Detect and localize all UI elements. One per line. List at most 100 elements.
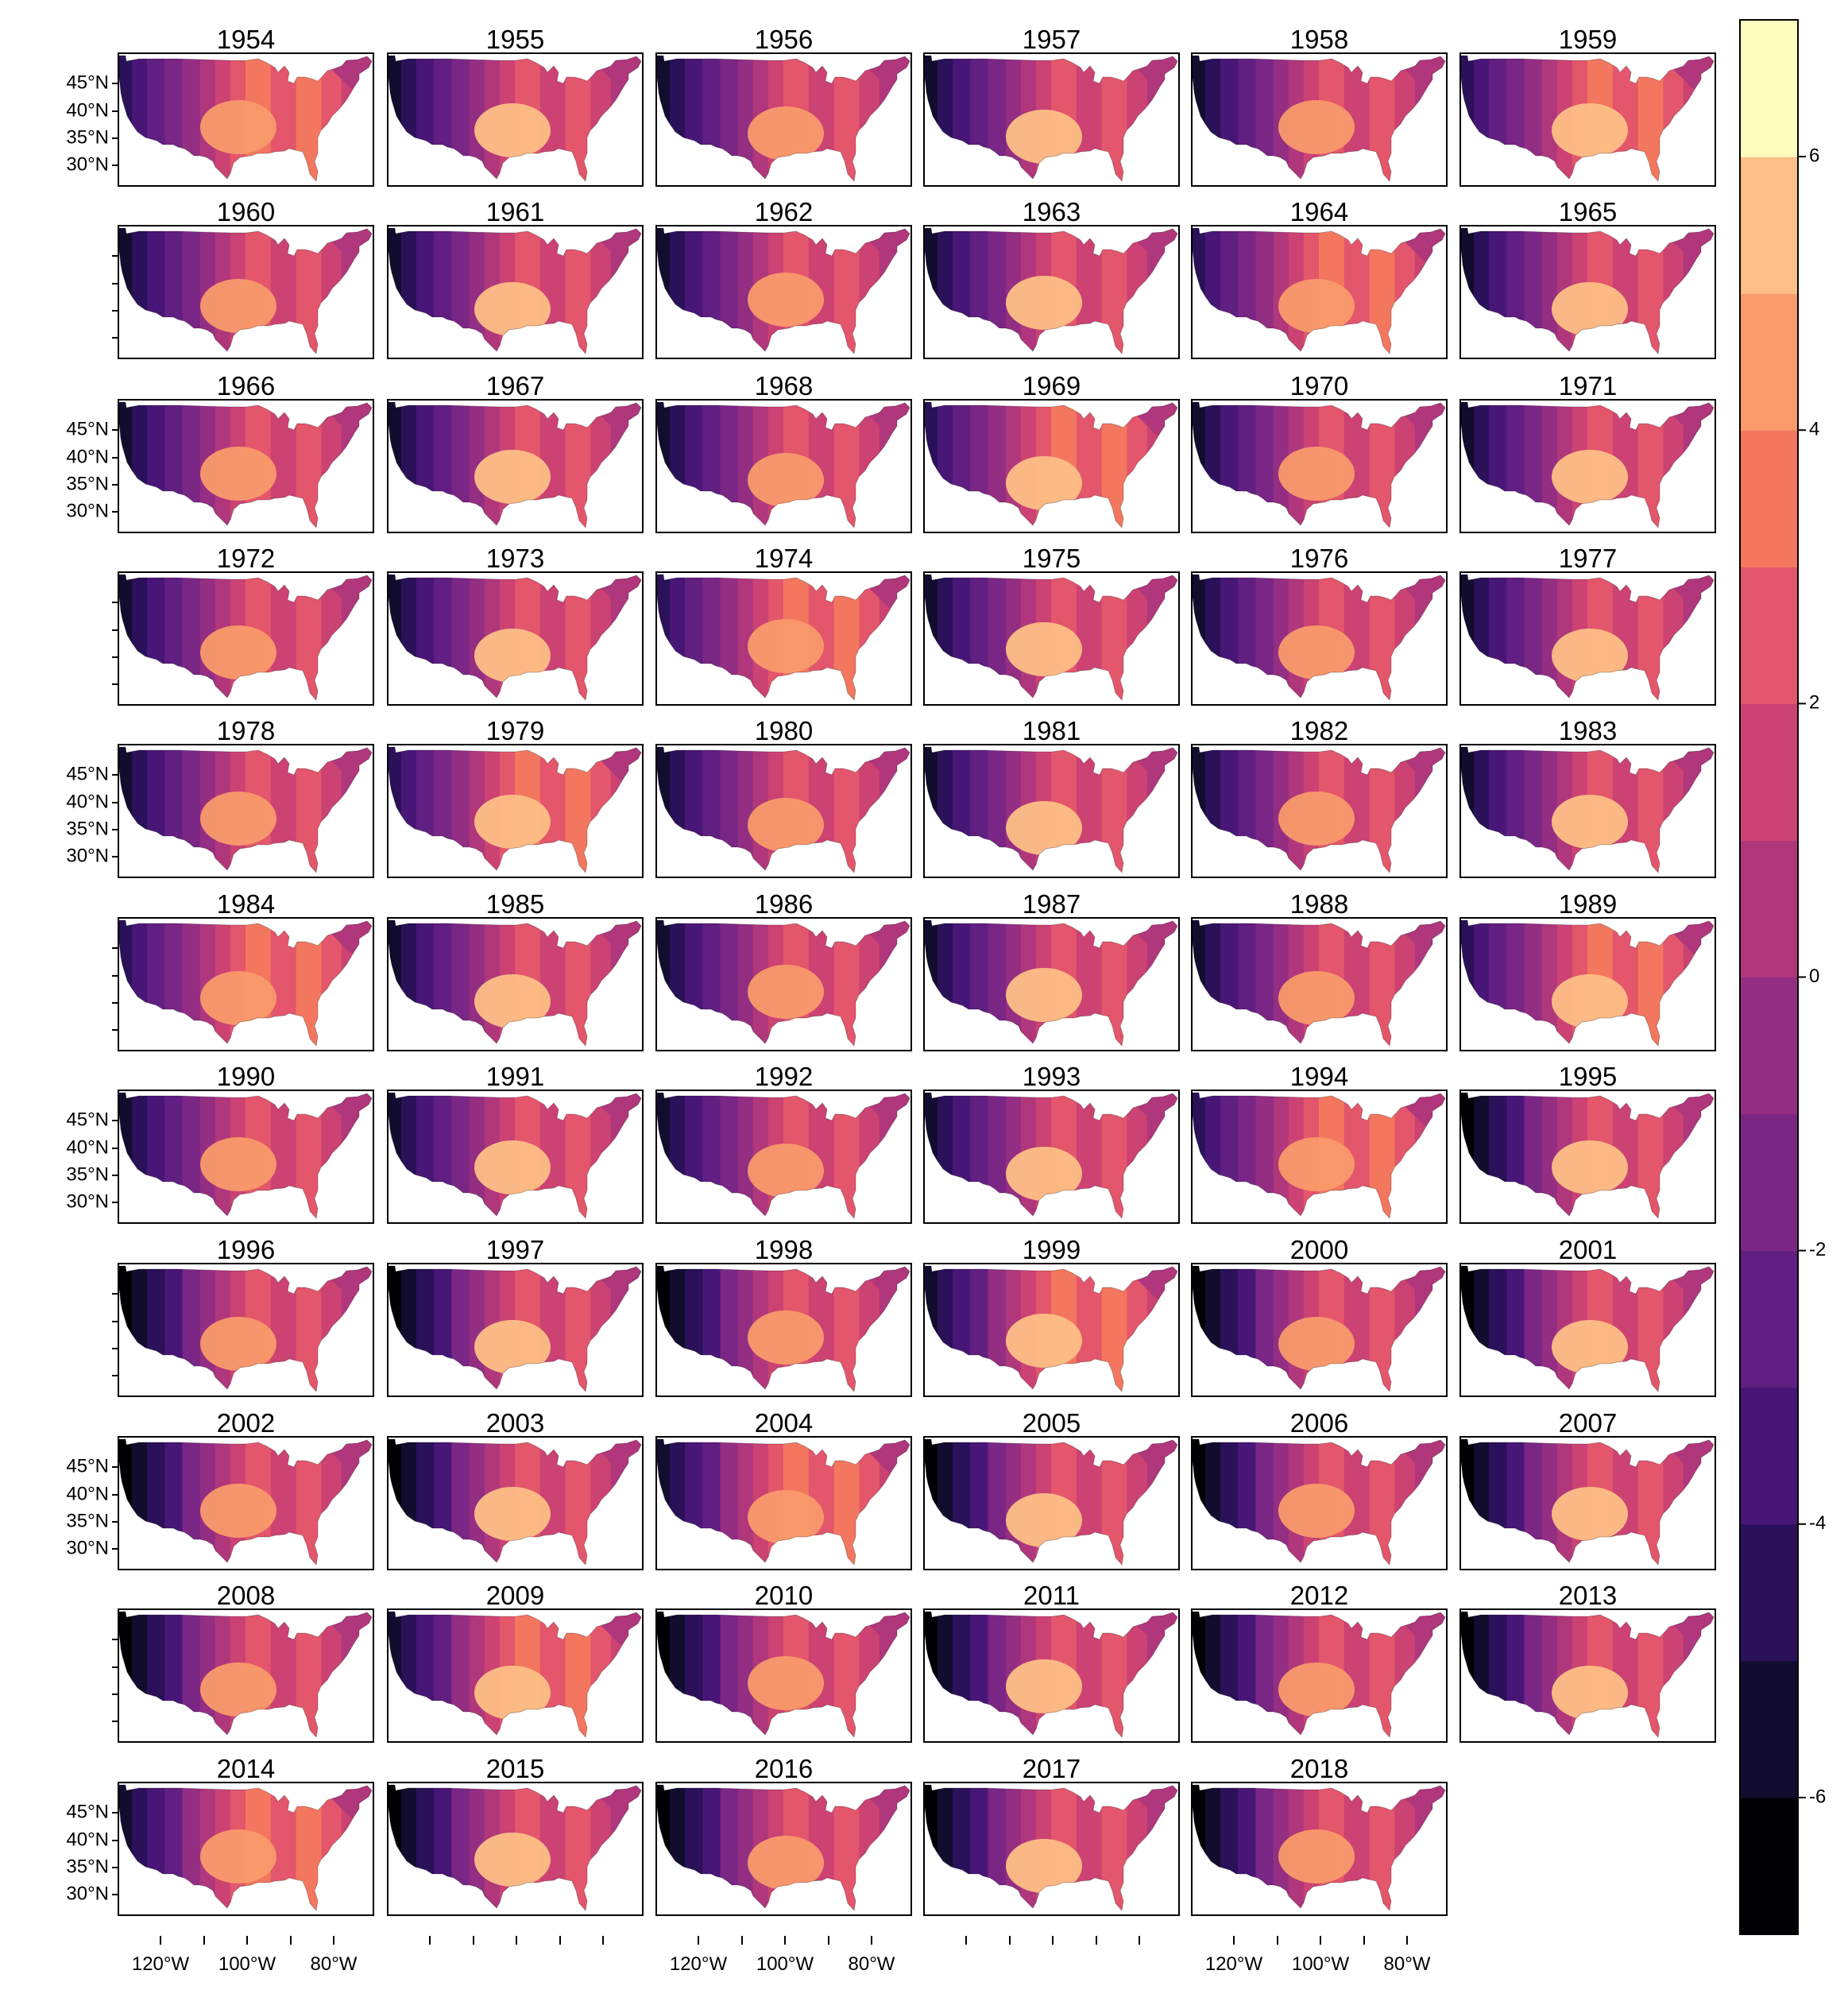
contour-band xyxy=(1220,402,1239,528)
warm-anomaly-region xyxy=(1006,968,1082,1022)
contour-band xyxy=(416,1266,435,1392)
contour-band xyxy=(451,1266,470,1392)
contour-band xyxy=(1489,228,1508,354)
contour-band xyxy=(119,575,133,700)
contour-band xyxy=(296,56,323,181)
contour-band xyxy=(1369,56,1396,181)
panel-year-label: 1993 xyxy=(1023,1062,1081,1091)
contour-band xyxy=(970,1266,989,1392)
contour-band xyxy=(685,575,704,700)
contour-band xyxy=(1461,1612,1475,1737)
map-panel: 1969 xyxy=(923,371,1180,533)
lat-tick-label: 30°N xyxy=(66,153,109,175)
contour-band xyxy=(1273,575,1289,700)
warm-anomaly-region xyxy=(1278,100,1355,154)
contour-band xyxy=(1220,56,1239,181)
contour-band xyxy=(434,1612,453,1737)
contour-band xyxy=(565,228,592,354)
contour-band xyxy=(565,56,592,181)
us-map xyxy=(924,1092,1178,1219)
contour-band xyxy=(270,747,297,873)
map-panel: 2004 xyxy=(655,1408,912,1570)
contour-band xyxy=(1701,402,1714,528)
panel-year-label: 1998 xyxy=(755,1235,813,1264)
panel-frame xyxy=(1191,399,1448,533)
contour-band xyxy=(1506,747,1525,873)
contour-band xyxy=(131,228,148,354)
contour-band xyxy=(359,1093,372,1218)
contour-band xyxy=(1473,402,1490,528)
us-map xyxy=(388,746,642,873)
contour-band xyxy=(416,575,435,700)
map-panel: 1958 xyxy=(1191,25,1448,187)
contour-band xyxy=(702,402,721,528)
colorbar-segment xyxy=(1740,293,1798,431)
warm-anomaly-region xyxy=(1006,622,1082,676)
contour-band xyxy=(1637,1439,1664,1565)
contour-band xyxy=(953,228,972,354)
contour-band xyxy=(833,402,860,528)
us-map xyxy=(1460,1438,1715,1566)
us-map xyxy=(1460,1265,1715,1392)
contour-band xyxy=(1220,575,1239,700)
us-map xyxy=(1192,1611,1446,1738)
contour-band xyxy=(1255,1612,1274,1737)
map-panels: 1954 1955 1956 1957 1958 1959 1960 1961 1962 1963… xyxy=(118,25,1716,1916)
lat-tick-label: 35°N xyxy=(66,473,109,494)
contour-band xyxy=(1524,402,1543,528)
contour-band xyxy=(434,228,453,354)
us-map xyxy=(1460,1092,1715,1219)
contour-band xyxy=(270,1612,297,1737)
panel-year-label: 1958 xyxy=(1290,25,1348,54)
warm-anomaly-region xyxy=(1278,279,1355,333)
contour-band xyxy=(737,56,754,181)
warm-anomaly-region xyxy=(200,1137,276,1191)
contour-band xyxy=(1473,747,1490,873)
panel-frame xyxy=(118,52,374,187)
contour-band xyxy=(1220,1093,1239,1218)
panel-frame xyxy=(1191,1608,1448,1743)
panel-year-label: 1967 xyxy=(486,371,544,401)
lat-tick-label: 45°N xyxy=(66,1801,109,1822)
panel-year-label: 1956 xyxy=(755,25,813,54)
contour-band xyxy=(1701,56,1714,181)
lat-tick-label: 45°N xyxy=(66,1109,109,1130)
map-panel: 2017 xyxy=(923,1754,1180,1916)
contour-band xyxy=(400,1439,417,1565)
contour-band xyxy=(720,56,739,181)
contour-band xyxy=(359,56,372,181)
us-map xyxy=(1460,227,1715,354)
contour-band xyxy=(1204,1785,1221,1910)
us-map xyxy=(656,1092,910,1219)
panel-frame xyxy=(655,917,912,1051)
colorbar-tick-label: -6 xyxy=(1809,1786,1826,1807)
contour-band xyxy=(1101,747,1128,873)
warm-anomaly-region xyxy=(1006,1839,1082,1893)
contour-band xyxy=(469,1439,485,1565)
contour-band xyxy=(1255,1785,1274,1910)
contour-band xyxy=(1637,747,1664,873)
contour-band xyxy=(628,228,641,354)
contour-band xyxy=(1204,920,1221,1046)
contour-band xyxy=(1369,747,1396,873)
contour-band xyxy=(164,56,184,181)
contour-band xyxy=(628,1785,641,1910)
contour-band xyxy=(720,1093,739,1218)
contour-band xyxy=(1076,1266,1103,1392)
contour-band xyxy=(1255,1439,1274,1565)
contour-band xyxy=(925,402,938,528)
contour-band xyxy=(702,1439,721,1565)
contour-band xyxy=(1369,920,1396,1046)
contour-band xyxy=(737,1093,754,1218)
contour-band xyxy=(416,1612,435,1737)
panel-frame xyxy=(387,1782,644,1916)
colorbar-segment xyxy=(1740,157,1798,294)
contour-band xyxy=(737,920,754,1046)
contour-band xyxy=(451,920,470,1046)
panel-year-label: 1987 xyxy=(1023,889,1081,919)
contour-band xyxy=(737,1612,754,1737)
contour-band xyxy=(897,402,910,528)
us-map xyxy=(1192,55,1446,182)
contour-band xyxy=(897,1093,910,1218)
